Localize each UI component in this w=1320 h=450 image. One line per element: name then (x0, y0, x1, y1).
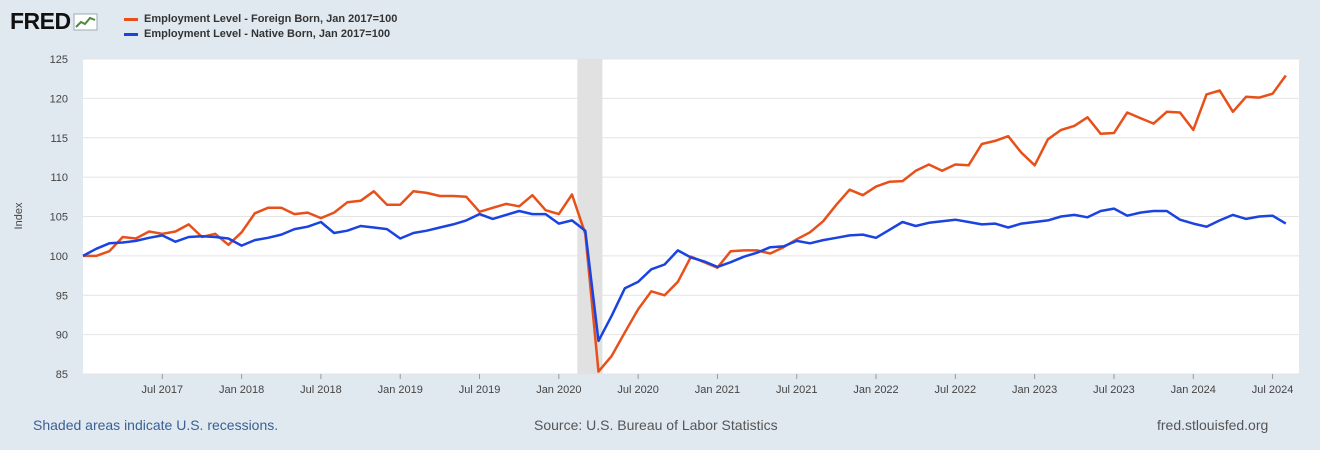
x-tick-label: Jan 2022 (853, 384, 898, 396)
y-tick-label: 85 (56, 369, 68, 381)
x-axis: Jul 2017 Jan 2018 Jul 2018 Jan 2019 Jul 2019… (142, 374, 1294, 396)
series-line-foreign[interactable] (83, 74, 1287, 373)
y-tick-label: 90 (56, 330, 68, 342)
source-text: Source: U.S. Bureau of Labor Statistics (534, 417, 778, 433)
y-tick-label: 105 (50, 212, 68, 224)
y-tick-label: 125 (50, 54, 68, 66)
legend-swatch-foreign (124, 17, 138, 21)
y-axis-label: Index (13, 202, 25, 229)
x-tick-label: Jul 2019 (459, 384, 501, 396)
x-tick-label: Jan 2020 (536, 384, 581, 396)
legend-label-native: Employment Level - Native Born, Jan 2017… (144, 28, 391, 40)
series-layer (82, 74, 1287, 373)
legend-item-native[interactable]: Employment Level - Native Born, Jan 2017… (124, 27, 397, 41)
site-link[interactable]: fred.stlouisfed.org (1157, 417, 1269, 433)
fred-logo-text: FRED (10, 8, 71, 34)
x-tick-label: Jul 2020 (617, 384, 659, 396)
y-tick-label: 115 (50, 133, 68, 145)
trend-graph-icon (73, 13, 98, 30)
y-tick-label: 95 (56, 290, 68, 302)
legend-item-foreign[interactable]: Employment Level - Foreign Born, Jan 201… (124, 12, 397, 26)
fred-logo[interactable]: FRED (10, 8, 99, 35)
x-tick-label: Jul 2022 (935, 384, 977, 396)
y-tick-label: 100 (50, 251, 68, 263)
recession-note: Shaded areas indicate U.S. recessions. (33, 417, 279, 433)
recession-shading (577, 59, 603, 374)
x-tick-label: Jul 2023 (1093, 384, 1135, 396)
recession-shading-layer (577, 59, 603, 374)
legend-label-foreign: Employment Level - Foreign Born, Jan 201… (144, 13, 398, 25)
y-tick-label: 110 (50, 172, 68, 184)
x-tick-label: Jan 2024 (1171, 384, 1216, 396)
x-tick-label: Jan 2018 (219, 384, 264, 396)
legend-swatch-native (124, 32, 138, 36)
x-tick-label: Jul 2017 (142, 384, 184, 396)
series-line-native[interactable] (82, 207, 1287, 343)
x-tick-label: Jul 2018 (300, 384, 342, 396)
chart-header: FRED Employment Level - Foreign Born, Ja… (0, 0, 1320, 50)
y-axis: 85 90 95 100 105 110 115 120 125 (50, 54, 68, 381)
x-tick-label: Jul 2021 (776, 384, 818, 396)
x-tick-label: Jul 2024 (1252, 384, 1294, 396)
y-tick-label: 120 (50, 93, 68, 105)
line-chart: 85 90 95 100 105 110 115 120 125 Jul 2017 Jan 201… (13, 54, 1299, 396)
x-tick-label: Jan 2023 (1012, 384, 1057, 396)
x-tick-label: Jan 2021 (695, 384, 740, 396)
chart-legend: Employment Level - Foreign Born, Jan 201… (124, 12, 397, 42)
x-tick-label: Jan 2019 (378, 384, 423, 396)
